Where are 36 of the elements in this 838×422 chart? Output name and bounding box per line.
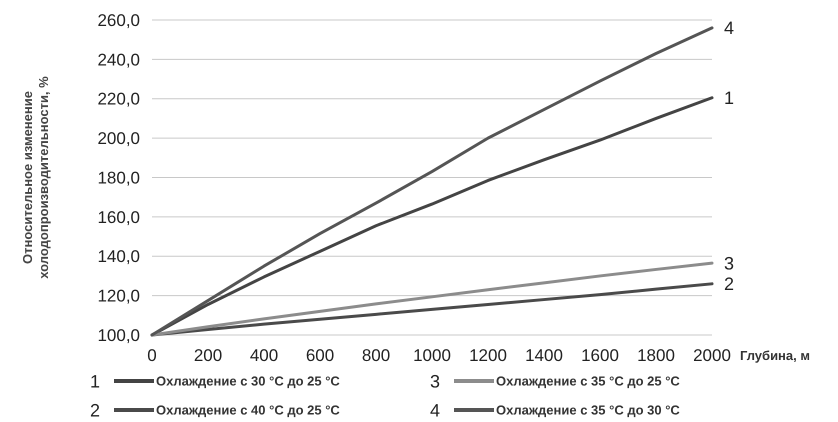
y-tick-label: 260,0: [97, 10, 140, 30]
y-tick-label: 220,0: [97, 90, 140, 109]
y-tick-label: 160,0: [97, 208, 140, 227]
x-tick-label: 0: [147, 346, 157, 365]
x-tick-label: 800: [362, 346, 390, 365]
y-tick-label: 120,0: [97, 286, 140, 306]
x-tick-label: 2000: [693, 346, 731, 365]
legend-label: Охлаждение с 40 °C до 25 °C: [156, 402, 340, 418]
x-tick-label: 1200: [469, 346, 507, 365]
x-tick-label: 1400: [525, 346, 563, 365]
text: 1: [90, 371, 100, 392]
y-tick-label: 140,0: [97, 247, 140, 266]
text: 3: [724, 253, 734, 274]
text: 3: [430, 371, 440, 392]
legend-label: Охлаждение с 30 °C до 25 °C: [156, 374, 340, 389]
y-axis-title: Относительное изменение холодопроизводительности, %: [20, 76, 51, 279]
line-series: [150, 262, 714, 336]
y-tick-label: 180,0: [97, 168, 140, 188]
x-tick-label: 200: [194, 346, 222, 365]
x-tick-label: 1800: [637, 346, 675, 365]
text: 2: [724, 274, 734, 294]
x-tick-label: 400: [250, 346, 278, 365]
x-tick-label: 600: [306, 346, 334, 365]
y-tick-label: 200,0: [97, 129, 140, 148]
text: 4: [430, 400, 440, 420]
legend-label: Охлаждение с 35 °C до 25 °C: [496, 374, 680, 389]
y-tick-label: 240,0: [97, 50, 140, 70]
y-tick-label: 100,0: [97, 326, 140, 345]
x-axis-title: Глубина, м: [740, 348, 810, 363]
text: 1: [724, 88, 734, 108]
x-tick-label: 1600: [581, 346, 619, 365]
legend-label: Охлаждение с 35 °C до 30 °C: [496, 402, 680, 418]
text: 2: [90, 400, 100, 420]
text: 4: [724, 18, 734, 38]
line-series: [150, 26, 714, 336]
x-tick-label: 1000: [413, 346, 451, 365]
